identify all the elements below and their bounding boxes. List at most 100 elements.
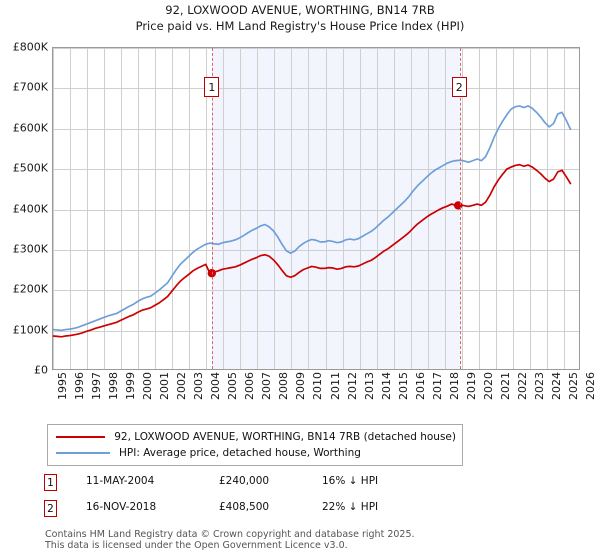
x-axis-tick-label: 2017 <box>430 372 444 400</box>
x-axis-tick-label: 2004 <box>209 372 223 400</box>
gridline-vertical <box>223 48 225 369</box>
x-axis-tick-label: 2008 <box>277 372 291 400</box>
gridline-vertical <box>478 48 480 369</box>
y-axis-tick-label: £800K <box>12 40 48 54</box>
x-axis-tick-label: 2000 <box>141 372 155 400</box>
y-axis-tick-label: £100K <box>12 323 48 337</box>
gridline-vertical <box>121 48 123 369</box>
x-axis-tick-label: 2019 <box>464 372 478 400</box>
plot-frame <box>52 47 580 370</box>
title-block: 92, LOXWOOD AVENUE, WORTHING, BN14 7RB P… <box>0 2 600 34</box>
chart-legend: 92, LOXWOOD AVENUE, WORTHING, BN14 7RB (… <box>47 424 463 466</box>
page-title: 92, LOXWOOD AVENUE, WORTHING, BN14 7RB <box>165 3 435 17</box>
transaction-hpi-delta-2: 22% ↓ HPI <box>322 501 379 513</box>
gridline-horizontal <box>53 249 579 251</box>
gridline-vertical <box>325 48 327 369</box>
x-axis-tick-label: 2024 <box>549 372 563 400</box>
gridline-horizontal <box>53 48 579 49</box>
gridline-horizontal <box>53 88 579 90</box>
transaction-hpi-delta-1: 16% ↓ HPI <box>322 475 379 487</box>
x-axis-tick-label: 1996 <box>73 372 87 400</box>
table-row[interactable]: 1 11-MAY-2004 £240,000 16% ↓ HPI <box>44 474 464 500</box>
y-axis-tick-label: £600K <box>12 121 48 135</box>
gridline-vertical <box>274 48 276 369</box>
gridline-vertical <box>206 48 208 369</box>
event-marker-1[interactable]: 1 <box>204 77 220 98</box>
event-dashed-line <box>212 48 214 369</box>
legend-label-hpi: HPI: Average price, detached house, Wort… <box>119 447 361 459</box>
series-line <box>53 105 572 332</box>
x-axis-tick-label: 2014 <box>379 372 393 400</box>
gridline-vertical <box>87 48 89 369</box>
gridline-vertical <box>359 48 361 369</box>
event-marker-2[interactable]: 2 <box>451 77 467 98</box>
gridline-vertical <box>495 48 497 369</box>
y-axis-tick-label: £500K <box>12 161 48 175</box>
gridline-horizontal <box>53 209 579 211</box>
x-axis-tick-label: 2020 <box>481 372 495 400</box>
gridline-vertical <box>444 48 446 369</box>
x-axis-tick-label: 2001 <box>158 372 172 400</box>
gridline-vertical <box>342 48 344 369</box>
x-axis-tick-label: 2003 <box>192 372 206 400</box>
legend-item-hpi: HPI: Average price, detached house, Wort… <box>54 445 456 461</box>
transaction-date-2: 16-NOV-2018 <box>86 501 157 513</box>
gridline-vertical <box>546 48 548 369</box>
gridline-vertical <box>393 48 395 369</box>
y-axis-tick-label: £0 <box>34 363 48 377</box>
gridline-vertical <box>291 48 293 369</box>
legend-swatch-price-paid <box>56 436 106 438</box>
y-axis-tick-label: £300K <box>12 242 48 256</box>
sale-point-marker[interactable] <box>453 201 463 210</box>
x-axis-labels: 1995 1996 1997 1998 1999 2000 2001 2002 2003 2004… <box>52 372 597 418</box>
transaction-price-1: £240,000 <box>219 475 270 487</box>
y-axis-tick-label: £700K <box>12 80 48 94</box>
x-axis-tick-label: 2010 <box>311 372 325 400</box>
gridline-vertical <box>376 48 378 369</box>
gridline-vertical <box>240 48 242 369</box>
transaction-index-1: 1 <box>44 474 57 491</box>
x-axis-tick-label: 2016 <box>413 372 427 400</box>
gridline-vertical <box>138 48 140 369</box>
x-axis-tick-label: 2007 <box>260 372 274 400</box>
table-row[interactable]: 2 16-NOV-2018 £408,500 22% ↓ HPI <box>44 500 464 526</box>
gridline-horizontal <box>53 290 579 292</box>
legend-swatch-hpi <box>56 452 110 454</box>
gridline-vertical <box>427 48 429 369</box>
sale-point-marker[interactable] <box>207 269 216 278</box>
x-axis-tick-label: 2002 <box>175 372 189 400</box>
gridline-vertical <box>172 48 174 369</box>
gridline-horizontal <box>53 330 579 332</box>
gridline-vertical <box>410 48 412 369</box>
y-axis-tick-label: £200K <box>12 282 48 296</box>
transactions-table: 1 11-MAY-2004 £240,000 16% ↓ HPI 2 16-NO… <box>44 474 464 526</box>
x-axis-tick-label: 2011 <box>328 372 342 400</box>
gridline-horizontal <box>53 128 579 130</box>
transaction-date-1: 11-MAY-2004 <box>86 475 155 487</box>
gridline-vertical <box>53 48 54 369</box>
x-axis-tick-label: 2009 <box>294 372 308 400</box>
gridline-vertical <box>512 48 514 369</box>
x-axis-tick-label: 1995 <box>56 372 69 400</box>
x-axis-tick-label: 2013 <box>362 372 376 400</box>
x-axis-tick-label: 2018 <box>447 372 461 400</box>
gridline-vertical <box>529 48 531 369</box>
gridline-vertical <box>189 48 191 369</box>
gridline-vertical <box>257 48 259 369</box>
x-axis-tick-label: 2023 <box>532 372 546 400</box>
event-dashed-line <box>459 48 461 369</box>
x-axis-tick-label: 2005 <box>226 372 240 400</box>
transaction-price-2: £408,500 <box>219 501 270 513</box>
x-axis-tick-label: 1999 <box>124 372 138 400</box>
gridline-vertical <box>563 48 565 369</box>
x-axis-tick-label: 2021 <box>498 372 512 400</box>
footer-attribution: Contains HM Land Registry data © Crown c… <box>45 529 565 551</box>
series-lines <box>53 105 572 338</box>
gridline-vertical <box>461 48 463 369</box>
x-axis-tick-label: 2012 <box>345 372 359 400</box>
x-axis-tick-label: 1997 <box>90 372 104 400</box>
x-axis-tick-label: 2006 <box>243 372 257 400</box>
y-axis-tick-label: £400K <box>12 202 48 215</box>
